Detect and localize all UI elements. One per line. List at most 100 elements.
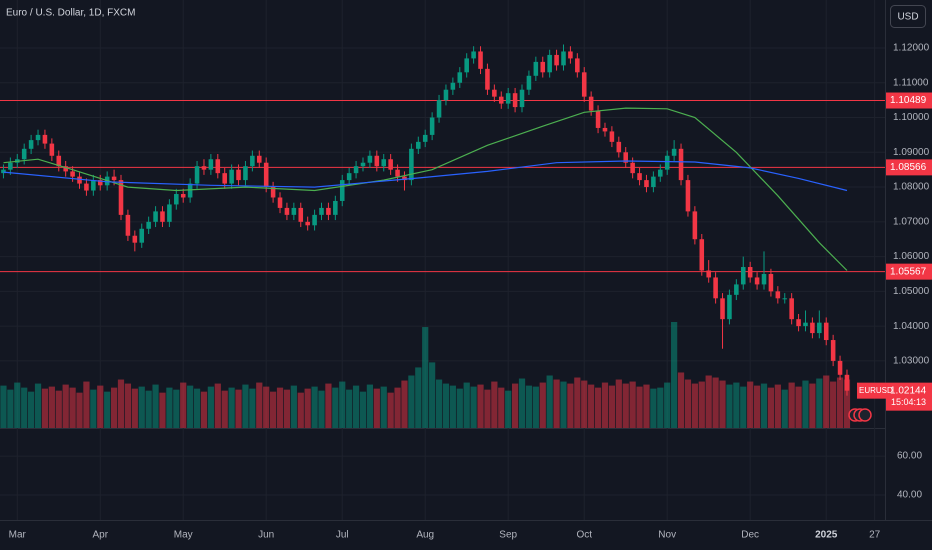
volume-bar	[373, 388, 380, 428]
volume-bar	[138, 386, 145, 428]
volume-bar	[90, 389, 97, 428]
level-label-bg	[886, 263, 932, 280]
volume-bar	[145, 390, 152, 428]
candle-body	[263, 162, 269, 188]
candle-body	[478, 51, 483, 69]
volume-bar	[629, 381, 636, 428]
candle-body	[485, 68, 490, 90]
volume-bar	[809, 383, 816, 428]
candle-body	[63, 166, 68, 172]
candle-body	[215, 159, 221, 174]
x-tick-label: Nov	[658, 530, 676, 541]
candle-body	[685, 180, 691, 212]
volume-bar	[691, 383, 698, 428]
volume-bar	[332, 387, 339, 428]
volume-bar	[698, 381, 705, 428]
volume-bar	[83, 381, 90, 428]
volume-bar	[574, 377, 581, 428]
volume-bar	[539, 382, 546, 428]
candle-body	[526, 75, 532, 90]
candle-body	[298, 207, 304, 222]
candle-body	[713, 277, 718, 299]
volume-bar	[325, 383, 332, 428]
candle-body	[699, 239, 705, 271]
volume-bar	[767, 387, 775, 428]
candle-body	[844, 374, 850, 391]
volume-bar	[359, 391, 367, 428]
candle-body	[91, 180, 96, 191]
last-price-bg	[886, 382, 932, 411]
volume-bar	[193, 388, 201, 428]
candle-body	[505, 93, 511, 104]
candle-body	[326, 207, 331, 215]
volume-bar	[297, 392, 304, 428]
candle-body	[429, 117, 435, 135]
volume-bar	[394, 387, 401, 428]
candle-body	[602, 127, 608, 132]
volume-bar	[7, 389, 14, 428]
volume-bar	[719, 380, 726, 428]
volume-bar	[823, 375, 830, 428]
volume-bar	[774, 384, 781, 428]
volume-bar	[166, 387, 173, 428]
x-tick-label: Jun	[258, 530, 274, 541]
candle-body	[270, 187, 276, 198]
volume-bar	[491, 381, 498, 428]
currency-label[interactable]: USD	[897, 12, 918, 23]
y-tick-label: 1.08000	[893, 182, 930, 193]
volume-bar	[671, 322, 678, 428]
volume-bar	[546, 375, 553, 428]
candle-body	[671, 148, 677, 156]
candle-body	[146, 221, 151, 229]
x-tick-label: Mar	[9, 530, 27, 541]
candle-body	[658, 169, 663, 177]
candle-body	[243, 166, 248, 181]
y-tick-label: 1.06000	[893, 251, 930, 262]
volume-bar	[207, 386, 214, 428]
volume-bar	[228, 387, 235, 428]
candle-body	[153, 211, 158, 222]
level-label-bg	[886, 92, 932, 109]
volume-bar	[249, 388, 256, 428]
volume-bar	[505, 390, 512, 428]
candle-body	[422, 134, 428, 142]
x-tick-label: Oct	[576, 530, 592, 541]
candle-body	[409, 148, 414, 181]
x-tick-label: Sep	[499, 530, 517, 541]
x-tick-label: 27	[869, 530, 881, 541]
volume-bar	[34, 383, 42, 428]
candle-body	[837, 360, 843, 375]
volume-bar	[449, 385, 456, 428]
candle-body	[754, 277, 760, 285]
volume-bar	[415, 367, 422, 428]
candle-body	[319, 207, 324, 215]
candle-body	[623, 152, 629, 163]
volume-bar	[304, 388, 311, 428]
volume-bar	[498, 387, 505, 428]
volume-bar	[664, 382, 671, 428]
symbol-tag: EURUSD	[859, 386, 893, 395]
candle-body	[588, 96, 594, 111]
candle-body	[547, 54, 552, 73]
volume-bar	[608, 385, 616, 428]
last-price-label: 1.02144	[890, 385, 927, 396]
candle-body	[132, 235, 138, 243]
volume-bar	[269, 391, 277, 428]
volume-bar	[518, 378, 526, 428]
currency-button[interactable]	[890, 5, 926, 28]
x-tick-label: Apr	[92, 530, 108, 541]
candle-body	[187, 183, 193, 198]
candle-body	[125, 214, 131, 236]
volume-bar	[55, 390, 62, 428]
volume-bar	[553, 379, 560, 428]
candle-body	[305, 221, 310, 226]
volume-bar	[14, 382, 21, 428]
candle-body	[575, 58, 580, 73]
candle-body	[222, 173, 227, 184]
candle-body	[782, 298, 788, 300]
candle-body	[817, 322, 822, 334]
candle-body	[180, 194, 186, 198]
countdown-label: 15:04:13	[891, 397, 926, 407]
candle-body	[21, 148, 27, 160]
y-tick-label: 1.07000	[893, 216, 930, 227]
